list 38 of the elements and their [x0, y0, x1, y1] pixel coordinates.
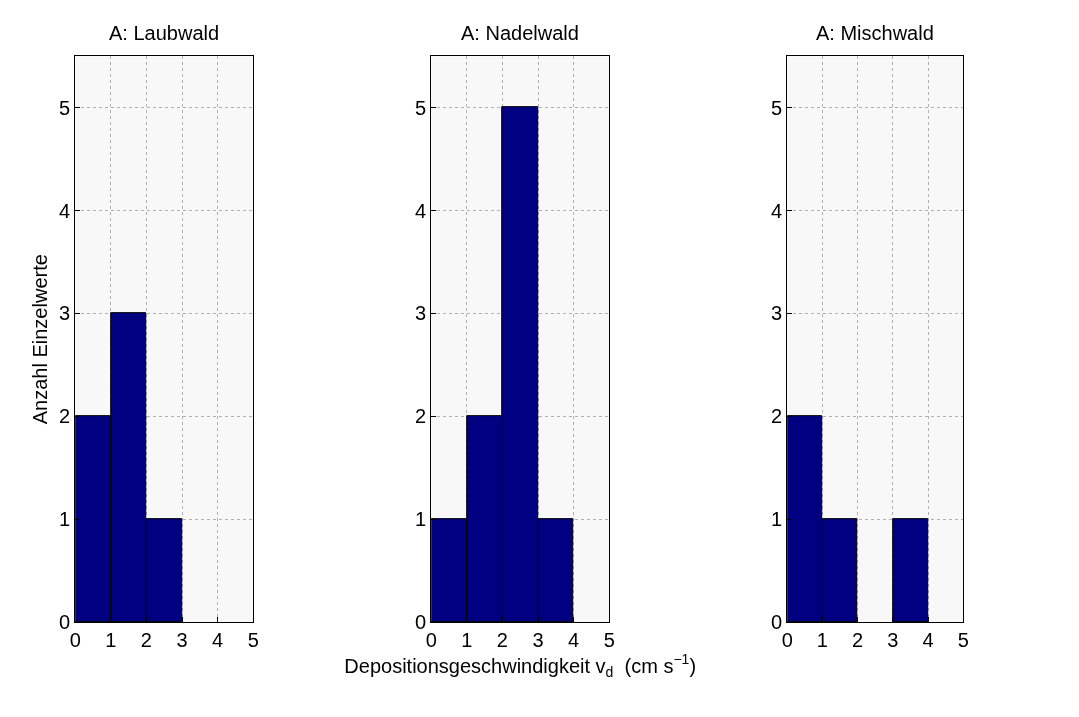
x-axis-title: Depositionsgeschwindigkeit v$_{d}$ (cm s$^{−1}$): [344, 651, 697, 680]
chart-title: A: Laubwald: [109, 22, 220, 44]
x-tick-label: 3: [176, 629, 188, 652]
y-tick-label: 1: [415, 508, 427, 531]
x-tick-label: 4: [922, 629, 934, 652]
x-tick-label: 3: [532, 629, 544, 652]
x-tick-label: 5: [957, 629, 969, 652]
x-tick-label: 3: [887, 629, 899, 652]
y-tick-label: 0: [771, 611, 783, 634]
y-tick-label: 1: [59, 508, 71, 531]
y-tick-label: 5: [771, 96, 783, 119]
y-tick-label: 2: [59, 405, 71, 428]
y-tick-label: 5: [59, 96, 71, 119]
x-tick-label: 4: [212, 629, 224, 652]
y-tick-label: 3: [771, 302, 783, 325]
y-axis-title: Anzahl Einzelwerte: [28, 254, 51, 425]
x-tick-label: 1: [105, 629, 117, 652]
x-tick-label: 2: [140, 629, 152, 652]
x-tick-label: 4: [568, 629, 580, 652]
y-tick-label: 3: [59, 302, 71, 325]
y-tick-label: 3: [415, 302, 427, 325]
chart-title: A: Mischwald: [816, 22, 934, 44]
x-tick-label: 1: [816, 629, 828, 652]
y-tick-label: 4: [771, 199, 783, 222]
x-tick-label: 1: [461, 629, 473, 652]
y-tick-label: 4: [59, 199, 71, 222]
y-tick-label: 0: [59, 611, 71, 634]
x-tick-label: 5: [603, 629, 615, 652]
y-tick-label: 4: [415, 199, 427, 222]
y-tick-label: 2: [771, 405, 783, 428]
y-tick-label: 5: [415, 96, 427, 119]
x-tick-label: 2: [852, 629, 864, 652]
y-tick-label: 2: [415, 405, 427, 428]
y-tick-label: 1: [771, 508, 783, 531]
chart-title: A: Nadelwald: [461, 22, 579, 44]
y-tick-label: 0: [415, 611, 427, 634]
x-tick-label: 5: [247, 629, 259, 652]
x-tick-label: 2: [496, 629, 508, 652]
